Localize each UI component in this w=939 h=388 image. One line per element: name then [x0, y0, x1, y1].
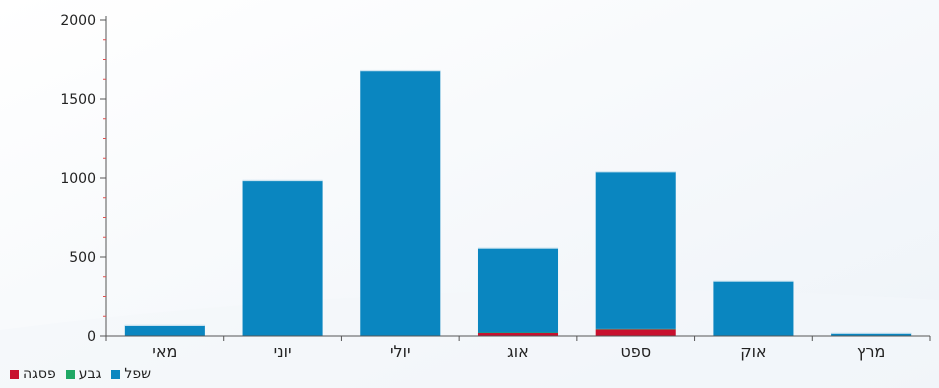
bar-segment [477, 332, 559, 336]
x-tick-label: אוג [507, 342, 529, 361]
y-tick-label: 0 [87, 329, 96, 345]
legend-item: שפל [111, 366, 151, 382]
legend: פסגה גבע שפל [10, 366, 151, 382]
y-tick-label: 1500 [60, 92, 96, 108]
legend-item: גבע [65, 366, 102, 382]
bar-segment [595, 171, 676, 329]
y-tick-label: 500 [69, 250, 96, 266]
y-axis: 0 500 1000 1500 2000 [60, 13, 107, 345]
legend-swatch [65, 369, 75, 379]
x-tick-label: אוק [740, 342, 766, 361]
bar-segment [831, 333, 912, 336]
x-tick-label: יולי [390, 342, 411, 361]
bar-segment [595, 329, 676, 336]
x-tick-label: יוני [274, 342, 292, 361]
bar-segment [595, 328, 676, 330]
x-axis: מאי יוני יולי אוג ספט אוק מרץ [105, 335, 931, 361]
x-tick-label: ספט [620, 342, 651, 361]
bar-segment [242, 180, 323, 336]
legend-swatch [111, 369, 121, 379]
bar-segment [477, 332, 559, 334]
legend-swatch [10, 369, 19, 379]
bar-segment [360, 70, 441, 336]
y-tick-label: 1000 [60, 171, 96, 187]
legend-label: שפל [124, 366, 152, 382]
legend-label: גבע [78, 366, 102, 382]
background-swoosh [0, 290, 939, 388]
bar-segment [124, 325, 205, 336]
x-tick-label: מאי [152, 342, 177, 361]
bar-segment [713, 281, 794, 336]
bars-group [124, 69, 912, 336]
bar-segment [477, 247, 559, 333]
legend-label: פסגה [23, 366, 56, 382]
y-tick-label: 2000 [60, 13, 96, 29]
x-tick-label: מרץ [857, 342, 886, 361]
legend-item: פסגה [10, 366, 56, 382]
